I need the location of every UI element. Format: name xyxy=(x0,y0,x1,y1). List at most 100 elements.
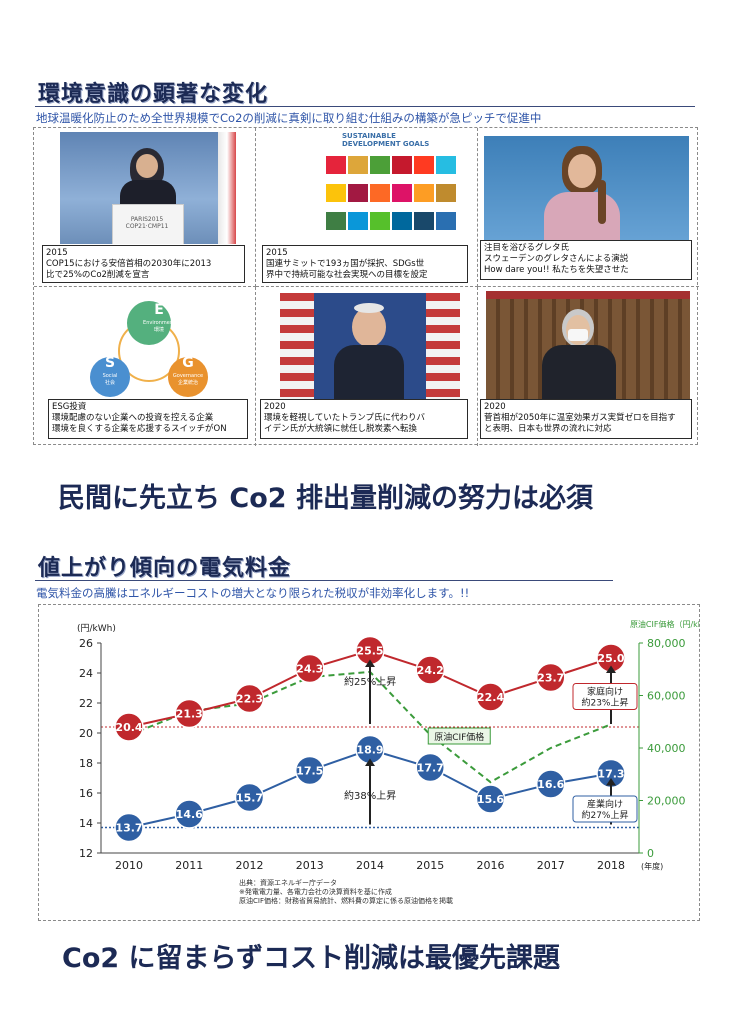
photo-grid: PARIS2015 COP21·CMP11 2015 COP15における安倍首相… xyxy=(33,127,699,446)
statement-cost-priority: Co2 に留まらずコスト削減は最優先課題 xyxy=(62,943,561,974)
sdg-goal-grid xyxy=(326,156,458,240)
industrial-data-label: 15.7 xyxy=(236,792,263,805)
y-left-tick-label: 22 xyxy=(79,697,93,710)
sdg-goal-tile xyxy=(348,212,368,230)
sdg-goal-tile xyxy=(326,212,346,230)
household-box-line2: 約23%上昇 xyxy=(581,697,628,709)
y-left-tick-label: 12 xyxy=(79,847,93,860)
y-left-tick-label: 26 xyxy=(79,637,93,650)
sdg-goal-tile xyxy=(414,184,434,202)
x-axis-suffix: (年度) xyxy=(641,861,663,871)
sdg-goal-tile xyxy=(370,156,390,174)
industrial-data-label: 17.7 xyxy=(417,762,444,775)
y-right-tick-label: 20,000 xyxy=(647,795,686,808)
industrial-point xyxy=(475,784,506,814)
sdg-goal-tile xyxy=(436,156,456,174)
sdg-goal-tile xyxy=(326,184,346,202)
y-left-tick-label: 24 xyxy=(79,667,93,680)
esg-e-text: Environment 環境 xyxy=(143,320,175,333)
panel-cop21-caption: 2015 COP15における安倍首相の2030年に2013 比で25%のCo2削… xyxy=(42,245,245,283)
panel-esg: E Environment 環境 S Social 社会 G Governanc… xyxy=(34,287,256,446)
panel-suga: 2020 菅首相が2050年に温室効果ガス実質ゼロを目指す と表明、日本も世界の… xyxy=(478,287,699,446)
sdg-goal-tile xyxy=(348,184,368,202)
esg-g-circle xyxy=(168,357,208,397)
esg-diagram xyxy=(90,301,208,397)
household-data-label: 21.3 xyxy=(176,708,203,721)
x-tick-label: 2017 xyxy=(537,859,565,872)
electricity-price-chart: 12 14 16 18 20 22 24 26 0 20,000 40,000 60,000 80,00… xyxy=(77,619,699,905)
industrial-box-line1: 産業向け xyxy=(587,798,623,810)
cop21-photo: PARIS2015 COP21·CMP11 xyxy=(60,132,236,244)
panel-greta-caption: 注目を浴びるグレタ氏 スウェーデンのグレタさんによる演説 How dare yo… xyxy=(480,240,692,280)
industrial-data-label: 15.6 xyxy=(477,793,504,806)
section1-rule xyxy=(35,106,695,107)
sdg-goal-tile xyxy=(370,184,390,202)
source-note-line: ※発電電力量、各電力会社の決算資料を基に作成 xyxy=(239,887,392,896)
esg-s-label: S xyxy=(104,355,116,371)
chart-panel: 12 14 16 18 20 22 24 26 0 20,000 40,000 60,000 80,00… xyxy=(38,604,700,921)
section1-subtitle: 地球温暖化防止のため全世界規模でCo2の削減に真剣に取り組む仕組みの構築が急ピッ… xyxy=(36,111,542,125)
esg-g-label: G xyxy=(182,355,194,371)
biden-photo xyxy=(280,293,460,401)
sdgs-logo-text: SUSTAINABLE DEVELOPMENT GOALS xyxy=(342,132,430,148)
panel-sdgs-caption: 2015 国連サミットで193ヵ国が採択、SDGs世 界中で持続可能な社会実現へ… xyxy=(262,245,468,283)
industrial-box xyxy=(572,795,638,823)
household-data-label: 23.7 xyxy=(537,672,564,685)
cop21-podium-text: PARIS2015 COP21·CMP11 xyxy=(125,216,169,230)
suga-photo xyxy=(486,291,690,401)
household-box xyxy=(572,683,638,710)
y-right-tick-label: 80,000 xyxy=(647,637,686,650)
industrial-box-line2: 約27%上昇 xyxy=(581,809,628,821)
y-right-tick-label: 0 xyxy=(647,847,654,860)
industrial-data-label: 17.3 xyxy=(597,768,624,781)
sdgs-board: SUSTAINABLE DEVELOPMENT GOALS xyxy=(320,130,460,242)
industrial-data-label: 18.9 xyxy=(356,744,383,757)
panel-esg-caption: ESG投資 環境配慮のない企業への投資を控える企業 環境を良くする企業を応援する… xyxy=(48,399,248,439)
annot-up25: 約25%上昇 xyxy=(344,675,396,688)
x-tick-label: 2013 xyxy=(296,859,324,872)
industrial-point xyxy=(415,752,445,783)
y-left-tick-label: 18 xyxy=(79,757,93,770)
industrial-data-label: 14.6 xyxy=(176,808,203,821)
greta-photo xyxy=(484,136,689,246)
source-note-line: 出典：資源エネルギー庁データ xyxy=(239,878,337,887)
x-tick-label: 2010 xyxy=(115,859,143,872)
arrow-38-head xyxy=(365,758,375,766)
esg-e-label: E xyxy=(154,302,164,318)
section2-title: 値上がり傾向の電気料金 xyxy=(38,556,292,581)
x-tick-label: 2018 xyxy=(597,859,625,872)
panel-biden-caption: 2020 環境を軽視していたトランプ氏に代わりバ イデン氏が大統領に就任し脱炭素… xyxy=(260,399,468,439)
industrial-data-label: 16.6 xyxy=(537,778,564,791)
industrial-data-label: 13.7 xyxy=(115,822,142,835)
sdg-goal-tile xyxy=(414,156,434,174)
household-point xyxy=(174,698,204,729)
sdg-goal-tile xyxy=(326,156,346,174)
household-point xyxy=(536,662,566,693)
household-box-line1: 家庭向け xyxy=(587,686,623,698)
industrial-point xyxy=(114,812,144,843)
panel-greta: 注目を浴びるグレタ氏 スウェーデンのグレタさんによる演説 How dare yo… xyxy=(478,128,699,287)
sdg-goal-tile xyxy=(392,184,412,202)
y-left-tick-label: 20 xyxy=(79,727,93,740)
source-note-line: 原油CIF価格：財務省貿易統計、燃料費の算定に係る原油価格を掲載 xyxy=(239,896,453,905)
x-tick-label: 2011 xyxy=(175,859,203,872)
sdg-goal-tile xyxy=(392,212,412,230)
esg-s-text: Social 社会 xyxy=(102,373,118,386)
annot-up38: 約38%上昇 xyxy=(344,789,396,802)
panel-sdgs: SUSTAINABLE DEVELOPMENT GOALS 2015 国連サミッ… xyxy=(256,128,478,287)
crude-label: 原油CIF価格 xyxy=(434,731,484,743)
esg-g-text: Governance 企業統治 xyxy=(172,373,204,386)
household-data-label: 24.2 xyxy=(417,664,444,677)
section1-title: 環境意識の顕著な変化 xyxy=(38,82,269,107)
household-data-label: 20.4 xyxy=(115,721,142,734)
sdg-goal-tile xyxy=(392,156,412,174)
y-left-unit: (円/kWh) xyxy=(77,623,116,634)
x-tick-label: 2012 xyxy=(236,859,264,872)
sdg-goal-tile xyxy=(414,212,434,230)
industrial-point xyxy=(234,782,265,813)
sdg-goal-tile xyxy=(436,212,456,230)
household-point xyxy=(114,712,144,742)
section2-subtitle: 電気料金の高騰はエネルギーコストの増大となり限られた税収が非効率化します。!! xyxy=(36,586,470,600)
esg-s-circle xyxy=(90,357,130,397)
household-point xyxy=(415,655,445,685)
